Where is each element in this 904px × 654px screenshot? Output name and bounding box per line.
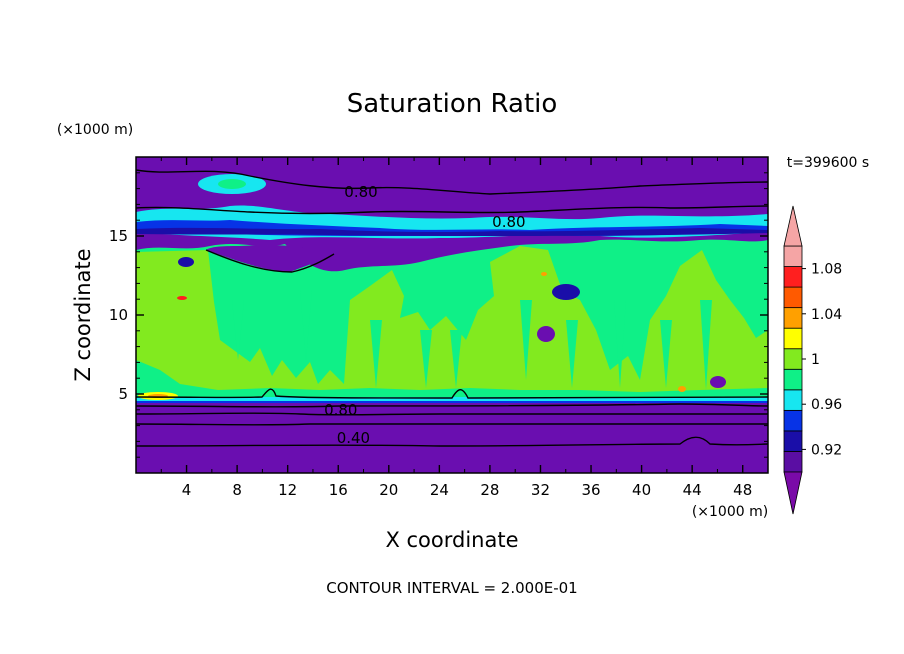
contour-label: 0.80 — [344, 183, 377, 201]
x-tick-label: 36 — [581, 481, 600, 499]
region-upper-navy-streak — [136, 227, 768, 236]
plot-area — [136, 157, 768, 473]
x-tick-label: 32 — [531, 481, 550, 499]
colorbar-swatch — [783, 266, 803, 288]
colorbar-swatch — [783, 348, 803, 370]
colorbar-swatch — [783, 307, 803, 329]
x-tick-label: 20 — [379, 481, 398, 499]
colorbar-swatch — [783, 245, 803, 267]
region-blue-eddy-left — [178, 257, 194, 267]
x-tick-label: 40 — [632, 481, 651, 499]
y-tick-label: 10 — [109, 306, 128, 324]
colorbar-swatch — [783, 327, 803, 350]
colorbar-tick-label: 0.96 — [811, 397, 842, 413]
colorbar-swatch — [783, 368, 803, 391]
region-main-green-layer — [136, 239, 768, 402]
colorbar-tick-label: 1.08 — [811, 262, 842, 278]
contour-lines — [136, 169, 768, 447]
x-tick-label: 4 — [182, 481, 192, 499]
colorbar-swatch — [783, 409, 803, 432]
colorbar-swatch — [783, 451, 803, 473]
region-top-green-patch — [218, 179, 246, 189]
x-unit-label: (×1000 m) — [692, 504, 768, 520]
region-dry-eddy-right — [710, 376, 726, 388]
contour-label: 0.80 — [324, 401, 357, 419]
region-cloud-base-blue — [136, 401, 768, 403]
colorbar-under-triangle — [783, 471, 803, 515]
colorbar-over-triangle — [783, 205, 803, 247]
region-supersat-spot-mid — [541, 272, 547, 276]
colorbar-tick-label: 1.04 — [811, 307, 842, 323]
colorbar-tick-label: 0.92 — [811, 442, 842, 458]
x-axis: 4 8 12 16 20 24 28 32 36 40 44 48 — [160, 157, 752, 499]
region-dry-pocket — [206, 244, 330, 272]
x-tick-label: 48 — [733, 481, 752, 499]
y-axis-title: Z coordinate — [71, 248, 95, 381]
region-cloud-base-aqua — [136, 397, 768, 401]
region-supersat-spot-upper — [177, 296, 187, 300]
region-supersat-spot-right — [678, 386, 686, 392]
contour-label-group: 0.80 0.80 0.80 0.40 — [324, 183, 526, 447]
region-supersaturated-columns — [136, 246, 768, 392]
x-axis-title: X coordinate — [385, 528, 518, 552]
colorbar-swatch — [783, 286, 803, 309]
x-tick-label: 16 — [329, 481, 348, 499]
chart-title: Saturation Ratio — [347, 89, 558, 119]
colorbar: 0.92 0.96 1 1.04 1.08 — [783, 205, 842, 515]
contour-label: 0.40 — [337, 429, 370, 447]
x-tick-label: 8 — [232, 481, 242, 499]
colorbar-tick-label: 1 — [811, 352, 820, 368]
x-tick-label: 44 — [683, 481, 702, 499]
y-unit-label: (×1000 m) — [57, 122, 133, 138]
contour-interval-note: CONTOUR INTERVAL = 2.000E-01 — [326, 579, 577, 597]
y-tick-label: 5 — [118, 385, 128, 403]
region-green-streaks — [232, 290, 712, 390]
colorbar-swatch — [783, 389, 803, 411]
colorbar-swatch — [783, 430, 803, 452]
x-tick-label: 28 — [480, 481, 499, 499]
x-tick-label: 24 — [430, 481, 449, 499]
x-tick-label: 12 — [278, 481, 297, 499]
region-dry-eddy-center — [537, 326, 555, 342]
y-axis: 5 10 15 — [109, 172, 768, 458]
time-label: t=399600 s — [787, 155, 869, 171]
contour-label: 0.80 — [492, 213, 525, 231]
y-tick-label: 15 — [109, 227, 128, 245]
region-blue-eddy-center — [552, 284, 580, 300]
